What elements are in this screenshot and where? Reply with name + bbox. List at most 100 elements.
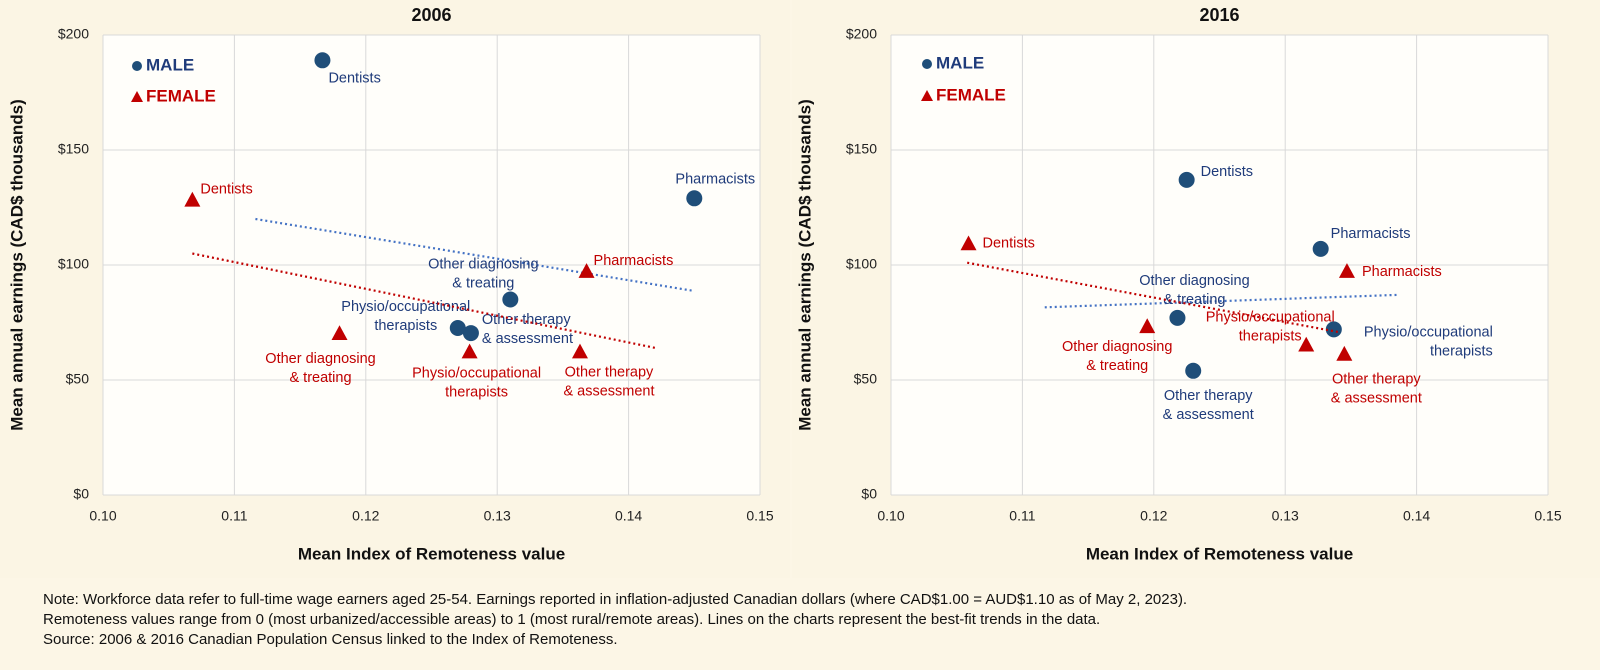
x-tick-label: 0.10 — [89, 508, 116, 524]
point — [571, 343, 588, 359]
point-label-line: Dentists — [200, 181, 252, 197]
point — [1185, 362, 1202, 379]
x-tick-label: 0.14 — [1403, 508, 1430, 524]
point-label-line: Physio/occupational — [412, 365, 541, 381]
point-label-line: Physio/occupational — [1206, 309, 1335, 325]
point-label-line: Other therapy — [565, 364, 654, 380]
point-label: Other therapy & assessment — [563, 364, 654, 399]
point-label-line: Other diagnosing — [265, 351, 375, 367]
point-label-line: & treating — [452, 275, 514, 291]
point-label-line: Pharmacists — [1331, 226, 1411, 242]
y-tick-label: $200 — [58, 26, 89, 42]
point-label-line: Other diagnosing — [428, 256, 538, 272]
note-line: Note: Workforce data refer to full-time … — [43, 591, 1187, 608]
point — [1336, 345, 1353, 361]
point-label-line: Dentists — [1201, 164, 1253, 180]
point-label: Dentists — [1201, 164, 1253, 180]
legend-label: MALE — [146, 55, 194, 74]
point-label-line: & treating — [1163, 292, 1225, 308]
point-label: Pharmacists — [594, 253, 674, 269]
point-label-line: Other therapy — [482, 312, 571, 328]
note-line: Source: 2006 & 2016 Canadian Population … — [43, 631, 618, 648]
legend-label: MALE — [936, 53, 984, 72]
point — [1312, 240, 1329, 257]
point-label-line: Dentists — [328, 70, 380, 86]
trend-line — [967, 261, 1341, 334]
y-tick-label: $200 — [846, 26, 877, 42]
legend-marker — [132, 61, 142, 71]
x-tick-label: 0.12 — [1140, 508, 1167, 524]
point-label: Physio/occupational therapists — [1206, 309, 1335, 344]
point-label-line: & assessment — [1163, 407, 1254, 423]
legend-marker — [922, 59, 932, 69]
point-label-line: therapists — [445, 384, 508, 400]
point-label: Physio/occupational therapists — [412, 365, 541, 400]
x-tick-label: 0.11 — [1009, 508, 1035, 524]
y-tick-label: $150 — [58, 141, 89, 157]
point-label: Pharmacists — [1331, 226, 1411, 242]
point — [461, 343, 478, 359]
note-line: Remoteness values range from 0 (most urb… — [43, 611, 1100, 628]
y-axis-label: Mean annual earnings (CAD$ thousands) — [7, 99, 26, 431]
point — [960, 235, 977, 251]
point-label: Dentists — [200, 181, 252, 197]
point — [462, 325, 479, 342]
x-tick-label: 0.14 — [615, 508, 642, 524]
point-label-line: & treating — [1086, 358, 1148, 374]
point — [1178, 171, 1195, 188]
trend-line — [1044, 293, 1397, 309]
trend-line — [255, 217, 695, 293]
x-tick-label: 0.13 — [1272, 508, 1299, 524]
y-tick-label: $0 — [73, 486, 89, 502]
point — [686, 190, 703, 207]
point — [1338, 263, 1355, 278]
y-axis-label: Mean annual earnings (CAD$ thousands) — [795, 99, 814, 431]
x-axis-label: Mean Index of Remoteness value — [1086, 544, 1353, 563]
point — [1139, 318, 1156, 334]
point-label-line: Other therapy — [1332, 372, 1421, 388]
point-label-line: therapists — [1430, 343, 1493, 359]
y-tick-label: $100 — [58, 256, 89, 272]
x-tick-label: 0.13 — [484, 508, 511, 524]
legend-label: FEMALE — [146, 86, 216, 105]
x-tick-label: 0.11 — [221, 508, 247, 524]
x-tick-label: 0.10 — [877, 508, 904, 524]
point-label-line: Other diagnosing — [1062, 339, 1172, 355]
point-label: Other therapy & assessment — [1331, 372, 1422, 407]
point-label: Physio/occupational therapists — [1364, 324, 1493, 359]
point — [314, 52, 331, 69]
y-tick-label: $100 — [846, 256, 877, 272]
point — [449, 320, 466, 337]
point-label: Other therapy & assessment — [482, 312, 573, 347]
point-label: Other therapy & assessment — [1163, 388, 1254, 423]
point-label: Other diagnosing & treating — [265, 351, 375, 386]
point-label-line: Pharmacists — [675, 171, 755, 187]
point — [1298, 336, 1315, 352]
point-label-line: Other diagnosing — [1139, 273, 1249, 289]
y-tick-label: $50 — [66, 371, 90, 387]
y-tick-label: $50 — [854, 371, 878, 387]
legend-marker — [921, 90, 933, 101]
point — [502, 291, 519, 308]
point-label-line: Physio/occupational — [1364, 324, 1493, 340]
chart-title: 2016 — [1199, 5, 1239, 25]
point — [184, 191, 201, 207]
point-label-line: Other therapy — [1164, 388, 1253, 404]
point-label-line: therapists — [374, 318, 437, 334]
point — [1325, 321, 1342, 338]
point — [578, 263, 595, 278]
point-label-line: Physio/occupational — [341, 299, 470, 315]
x-tick-label: 0.15 — [1534, 508, 1561, 524]
trend-line — [192, 252, 656, 349]
point — [331, 325, 348, 340]
point-label: Other diagnosing & treating — [428, 256, 538, 291]
point-label-line: Pharmacists — [1362, 264, 1442, 280]
point-label: Pharmacists — [675, 171, 755, 187]
point-label-line: Dentists — [983, 235, 1035, 251]
point-label-line: & treating — [289, 370, 351, 386]
point-label-line: & assessment — [482, 331, 573, 347]
legend-label: FEMALE — [936, 85, 1006, 104]
y-tick-label: $0 — [861, 486, 877, 502]
point-label: Dentists — [983, 235, 1035, 251]
point-label: Other diagnosing & treating — [1139, 273, 1249, 308]
